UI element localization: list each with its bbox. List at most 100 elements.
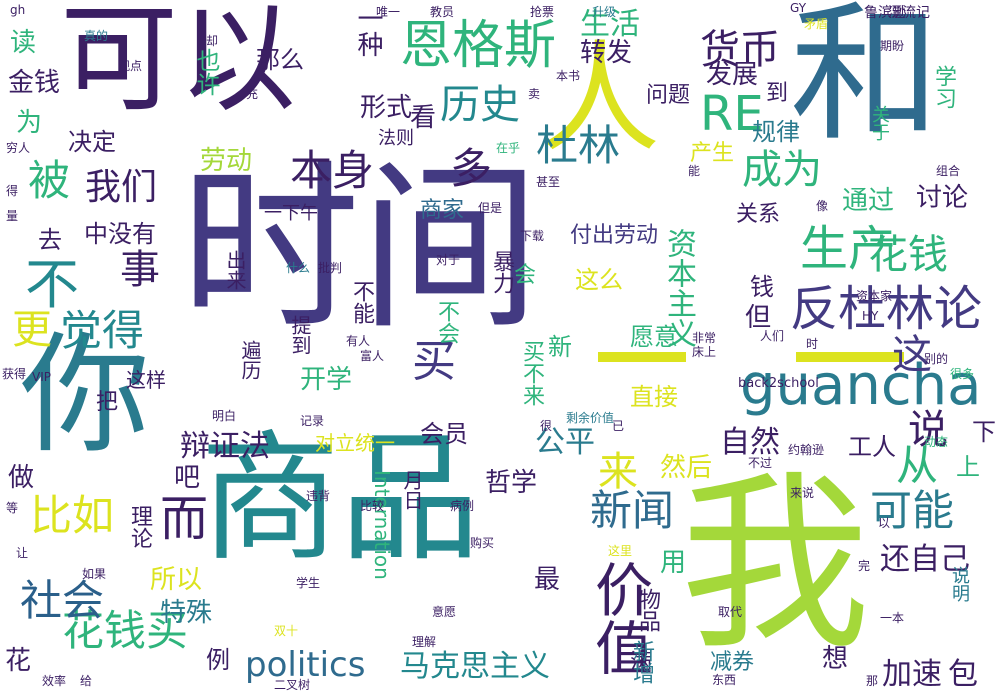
cloud-word: back2school	[738, 376, 819, 391]
cloud-word: 生活	[580, 7, 640, 42]
cloud-word: 卖	[528, 87, 541, 101]
cloud-word: 自然	[720, 425, 780, 460]
cloud-word: 历史	[440, 82, 520, 128]
cloud-word: politics	[245, 645, 366, 685]
cloud-word: 说	[908, 407, 948, 453]
cloud-word: 社会	[20, 576, 105, 625]
cloud-word: 本书	[556, 69, 581, 83]
cloud-word: 通过	[842, 186, 895, 216]
cloud-word: guancha	[740, 353, 982, 418]
cloud-word: 那么	[256, 46, 304, 74]
cloud-word: 来	[598, 449, 638, 495]
cloud-word: 可以	[60, 0, 297, 128]
cloud-word: 却	[206, 34, 219, 48]
cloud-word: 买不来	[519, 340, 544, 406]
cloud-word: 双十	[274, 624, 299, 638]
cloud-word: 决定	[68, 128, 116, 156]
cloud-word: 买	[412, 336, 456, 387]
cloud-word: 富人	[360, 349, 385, 363]
cloud-word: 获得	[2, 367, 27, 381]
cloud-word: 约翰逊	[788, 443, 825, 457]
cloud-word: 这样	[126, 368, 166, 392]
cloud-word: 为	[16, 108, 43, 138]
cloud-word: 我	[680, 454, 871, 675]
cloud-word: 恩格斯	[400, 16, 557, 76]
cloud-word: 工人	[848, 433, 896, 461]
cloud-word: 觉得	[60, 306, 145, 355]
cloud-word: 人	[540, 30, 660, 169]
cloud-word: 本身	[290, 146, 375, 195]
cloud-word: 效率	[42, 674, 67, 688]
cloud-word: 出来	[223, 250, 247, 290]
cloud-word: 付出劳动	[570, 223, 659, 248]
cloud-word: 事	[120, 247, 160, 293]
cloud-word: 批判	[318, 261, 343, 275]
cloud-word: 会	[514, 263, 537, 288]
cloud-word: 组合	[936, 164, 961, 178]
cloud-word: 提到	[288, 315, 312, 355]
cloud-word: 来说	[790, 486, 815, 500]
cloud-word: Internation	[370, 470, 394, 580]
cloud-word: 但是	[478, 201, 503, 215]
cloud-word: 学习	[931, 65, 956, 109]
cloud-word: 比较	[360, 499, 385, 513]
cloud-word: 例	[206, 646, 230, 674]
cloud-word: 减券	[710, 650, 755, 675]
cloud-word: 很多	[950, 367, 975, 381]
cloud-word: 会员	[420, 420, 468, 448]
cloud-word: 读	[10, 28, 37, 58]
cloud-word: 但	[745, 303, 772, 333]
cloud-word: 讨论	[916, 183, 969, 213]
cloud-word: VIP	[32, 370, 51, 384]
cloud-word: 二叉树	[274, 678, 311, 692]
cloud-word: 这么	[575, 266, 623, 294]
cloud-word: 等	[6, 501, 19, 515]
cloud-word: 新	[548, 333, 572, 361]
cloud-word: 形式	[360, 93, 413, 123]
cloud-word: 充	[246, 87, 259, 101]
cloud-word: RE	[700, 86, 764, 142]
cloud-word: 货币	[700, 27, 780, 73]
cloud-word: 时间	[180, 145, 541, 354]
cloud-word: 生产	[800, 221, 897, 277]
cloud-word: 那	[866, 674, 879, 688]
cloud-word: 资本家	[856, 289, 893, 303]
cloud-word: 唯一	[376, 5, 401, 19]
cloud-word: 也许	[192, 48, 220, 96]
cloud-word: 购买	[470, 536, 495, 550]
cloud-word: 哲学	[485, 468, 538, 498]
cloud-word: 花	[5, 646, 32, 676]
cloud-word: 床上	[692, 345, 717, 359]
cloud-word: 反杜林论	[790, 281, 983, 337]
cloud-word: 暴力	[489, 250, 514, 294]
cloud-word: 升级	[592, 5, 617, 19]
cloud-word: 马克思主义	[400, 649, 550, 684]
highlight-bar	[598, 352, 686, 362]
cloud-word: 一本	[880, 611, 905, 625]
cloud-word: 遍历	[238, 340, 262, 380]
cloud-word: 杜林	[536, 121, 621, 170]
cloud-word: 从	[896, 441, 939, 490]
cloud-word: 记录	[300, 414, 325, 428]
cloud-word: 然后	[660, 453, 713, 483]
cloud-word: 而	[160, 491, 209, 547]
cloud-word: 抢票	[530, 5, 555, 19]
cloud-word: HY	[862, 309, 879, 323]
cloud-word: 花钱买	[62, 606, 189, 655]
cloud-word: 包	[948, 657, 978, 692]
cloud-word: 满	[630, 650, 653, 675]
cloud-word: 期盼	[880, 39, 905, 53]
cloud-word: 转发	[580, 38, 633, 68]
cloud-word: 不能	[349, 280, 374, 324]
cloud-word: 学生	[296, 576, 321, 590]
cloud-word: 更	[12, 307, 52, 353]
cloud-word: 月日	[400, 470, 424, 510]
cloud-word: 到	[766, 81, 789, 106]
cloud-word: 这	[892, 332, 932, 378]
cloud-word: 多	[450, 144, 493, 193]
cloud-word: 不	[25, 253, 79, 316]
cloud-word: 说明	[949, 566, 970, 602]
cloud-word: 上	[956, 453, 980, 481]
cloud-word: 真的	[84, 29, 109, 43]
cloud-word: 特殊	[160, 598, 213, 628]
